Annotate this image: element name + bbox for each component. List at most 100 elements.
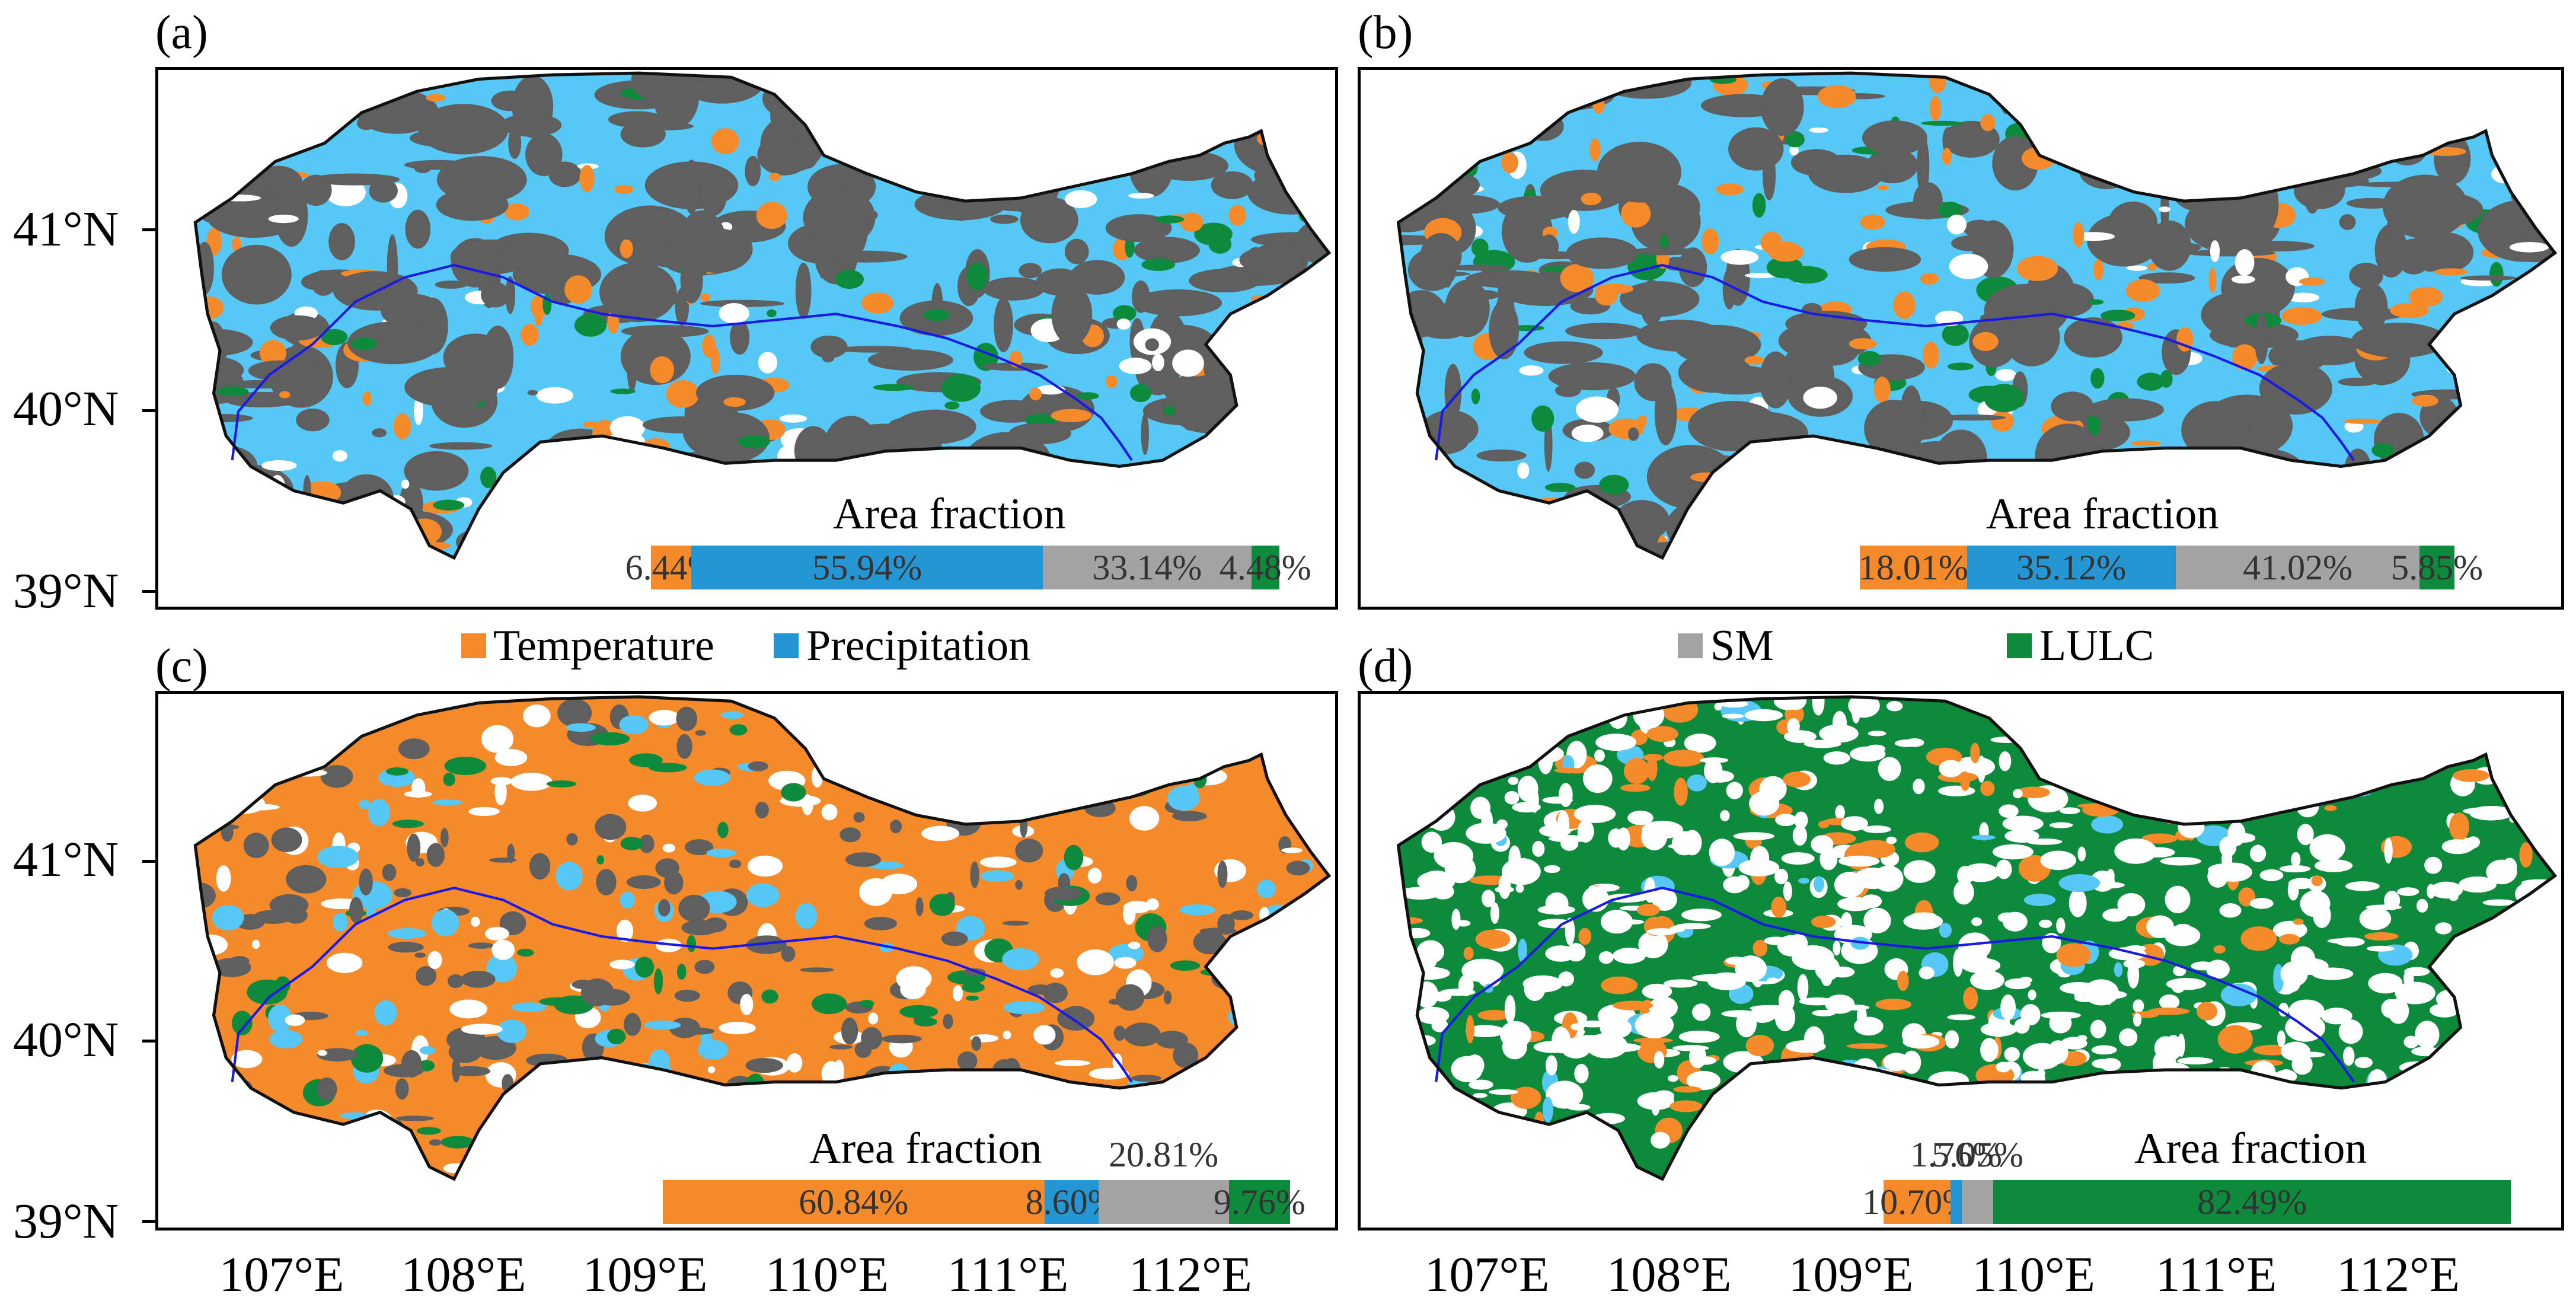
land-patch bbox=[1439, 706, 1461, 714]
land-patch bbox=[1398, 129, 1425, 180]
land-patch bbox=[2029, 716, 2064, 723]
land-patch bbox=[2426, 462, 2443, 488]
land-patch bbox=[574, 313, 607, 337]
area-fraction-segment-precipitation bbox=[1044, 1180, 1099, 1224]
land-patch bbox=[700, 293, 711, 302]
land-patch bbox=[1318, 829, 1328, 845]
land-patch bbox=[1211, 171, 1254, 199]
land-patch bbox=[1623, 758, 1649, 785]
land-patch bbox=[649, 709, 680, 726]
land-patch bbox=[2056, 917, 2066, 934]
land-patch bbox=[1766, 525, 1791, 540]
land-patch bbox=[484, 926, 509, 941]
land-patch bbox=[962, 982, 985, 993]
land-patch bbox=[2381, 742, 2398, 753]
land-patch bbox=[2363, 1095, 2403, 1118]
area-fraction-segment-temperature bbox=[663, 1180, 1045, 1224]
land-patch bbox=[1432, 991, 1452, 1002]
land-patch bbox=[793, 112, 822, 169]
land-patch bbox=[2239, 241, 2315, 252]
land-patch bbox=[1228, 205, 1246, 226]
land-patch bbox=[2093, 152, 2167, 177]
land-patch bbox=[1247, 1056, 1273, 1061]
land-patch bbox=[2514, 719, 2544, 732]
land-patch bbox=[2354, 745, 2393, 761]
land-patch bbox=[2453, 769, 2489, 782]
land-patch bbox=[1128, 193, 1154, 199]
land-patch bbox=[2159, 994, 2180, 1010]
land-patch bbox=[2366, 745, 2380, 770]
land-patch bbox=[231, 1050, 263, 1069]
land-patch bbox=[2393, 1104, 2419, 1109]
lat-tick-41-bottom: 41°N bbox=[13, 832, 119, 887]
legend-label-precipitation: Precipitation bbox=[806, 621, 1031, 670]
land-patch bbox=[1231, 735, 1250, 755]
land-patch bbox=[1928, 1071, 1969, 1090]
land-patch bbox=[1498, 874, 1511, 900]
land-patch bbox=[1984, 384, 2024, 413]
land-patch bbox=[889, 764, 925, 792]
land-patch bbox=[398, 73, 432, 88]
land-patch bbox=[1809, 127, 1829, 133]
land-patch bbox=[976, 74, 1069, 90]
land-patch bbox=[2429, 471, 2513, 516]
land-patch bbox=[729, 859, 742, 869]
land-patch bbox=[633, 1090, 666, 1102]
land-patch bbox=[2443, 744, 2472, 763]
land-patch bbox=[1175, 730, 1202, 741]
land-patch bbox=[1744, 355, 1764, 365]
area-fraction-value: 55.94% bbox=[812, 548, 922, 587]
land-patch bbox=[2227, 114, 2239, 123]
land-patch bbox=[990, 214, 1019, 224]
land-patch bbox=[369, 178, 398, 203]
land-patch bbox=[853, 812, 865, 823]
land-patch bbox=[1654, 381, 1677, 445]
land-patch bbox=[2245, 522, 2307, 549]
land-patch bbox=[2073, 222, 2085, 247]
land-patch bbox=[2047, 1146, 2083, 1158]
land-patch bbox=[781, 946, 796, 962]
land-patch bbox=[1466, 823, 1506, 844]
land-patch bbox=[2515, 962, 2549, 981]
land-patch bbox=[2091, 1086, 2125, 1114]
land-patch bbox=[1264, 291, 1300, 346]
land-patch bbox=[1903, 501, 1981, 508]
land-patch bbox=[1902, 1050, 1921, 1074]
basin-boundary bbox=[1396, 695, 2558, 1181]
land-patch bbox=[1566, 943, 1586, 962]
land-patch bbox=[2403, 1035, 2419, 1048]
land-patch bbox=[2287, 879, 2299, 901]
land-patch bbox=[1026, 86, 1044, 148]
land-patch bbox=[2517, 169, 2552, 187]
land-patch bbox=[231, 237, 241, 252]
land-patch bbox=[1473, 1093, 1487, 1098]
land-patch bbox=[2227, 821, 2246, 846]
land-patch bbox=[1575, 396, 1619, 423]
land-patch bbox=[541, 1079, 565, 1089]
land-patch bbox=[706, 848, 736, 857]
lat-tick-41-top: 41°N bbox=[13, 202, 119, 257]
land-patch bbox=[1937, 202, 1963, 218]
land-patch bbox=[1654, 1090, 1674, 1102]
land-patch bbox=[1631, 247, 1696, 256]
land-patch bbox=[1971, 834, 1996, 840]
land-patch bbox=[1412, 303, 1474, 339]
land-patch bbox=[2178, 747, 2216, 766]
land-patch bbox=[2013, 1085, 2050, 1112]
land-patch bbox=[1929, 95, 1942, 121]
land-patch bbox=[1578, 927, 1592, 945]
land-patch bbox=[1992, 844, 2034, 860]
land-patch bbox=[1678, 1030, 1720, 1043]
land-patch bbox=[1132, 487, 1175, 551]
land-patch bbox=[1702, 228, 1719, 255]
land-patch bbox=[1083, 119, 1106, 125]
land-patch bbox=[1531, 1123, 1561, 1142]
land-patch bbox=[583, 459, 647, 508]
land-patch bbox=[2000, 994, 2016, 1021]
land-patch bbox=[2324, 805, 2337, 811]
land-patch bbox=[2138, 700, 2156, 712]
land-patch bbox=[2338, 1019, 2363, 1044]
land-patch bbox=[2200, 91, 2209, 98]
land-patch bbox=[623, 1105, 658, 1116]
land-patch bbox=[1200, 968, 1230, 976]
